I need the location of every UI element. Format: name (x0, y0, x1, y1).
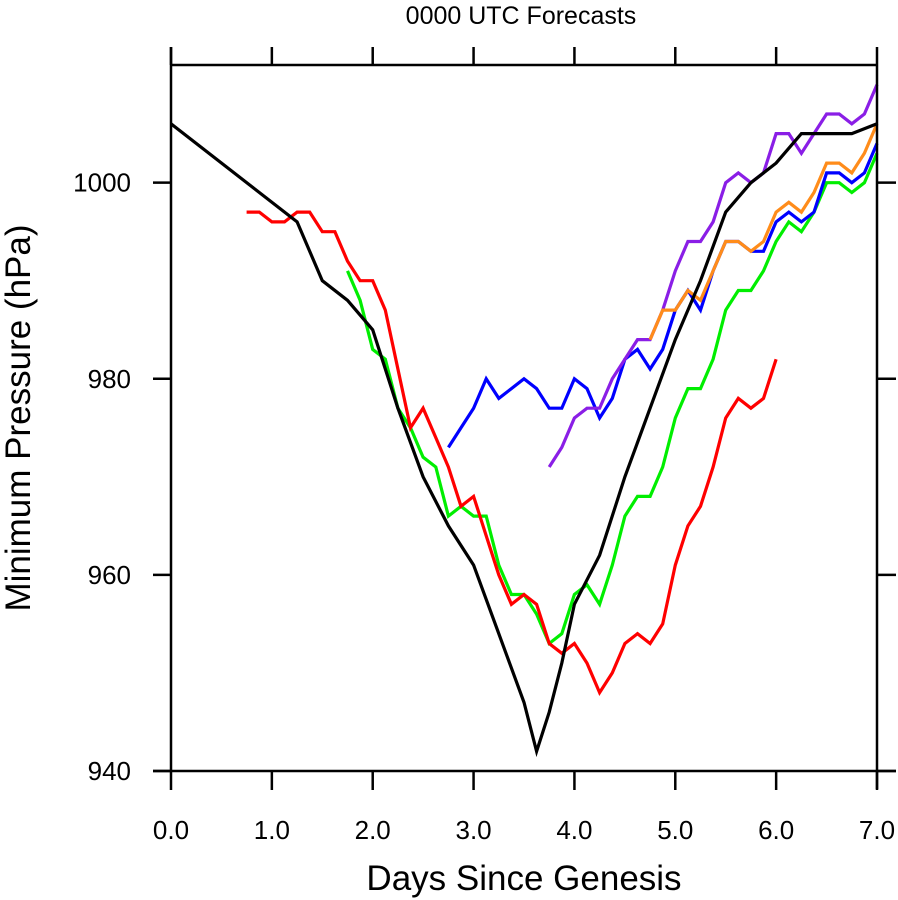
series-line-green-forecast (346, 152, 879, 647)
chart-title: 0000 UTC Forecasts (406, 2, 637, 30)
x-tick-label: 4.0 (556, 815, 592, 845)
x-tick-label: 0.0 (153, 815, 189, 845)
x-tick-label: 1.0 (254, 815, 290, 845)
series-layer (170, 83, 879, 758)
y-tick-label: 980 (88, 364, 131, 394)
x-axis-label: Days Since Genesis (366, 859, 681, 898)
x-tick-label: 6.0 (758, 815, 794, 845)
series-line-purple-forecast (547, 83, 879, 468)
y-tick-label: 940 (88, 756, 131, 786)
x-tick-label: 5.0 (657, 815, 693, 845)
series-line-blue-forecast (447, 142, 879, 449)
series-line-black-observed (170, 122, 878, 758)
x-tick-label: 2.0 (355, 815, 391, 845)
y-tick-label: 1000 (73, 168, 131, 198)
series-line-red-forecast (246, 210, 778, 696)
axes (153, 47, 896, 789)
x-tick-labels: 0.0 1.0 2.0 3.0 4.0 5.0 6.0 7.0 (153, 815, 895, 845)
y-axis-label: Minimum Pressure (hPa) (0, 224, 38, 611)
y-tick-label: 960 (88, 560, 131, 590)
y-tick-labels: 940 960 980 1000 (73, 168, 131, 786)
x-tick-label: 3.0 (455, 815, 491, 845)
x-tick-label: 7.0 (859, 815, 895, 845)
ticks (153, 47, 896, 790)
series-line-orange-forecast (648, 123, 879, 341)
